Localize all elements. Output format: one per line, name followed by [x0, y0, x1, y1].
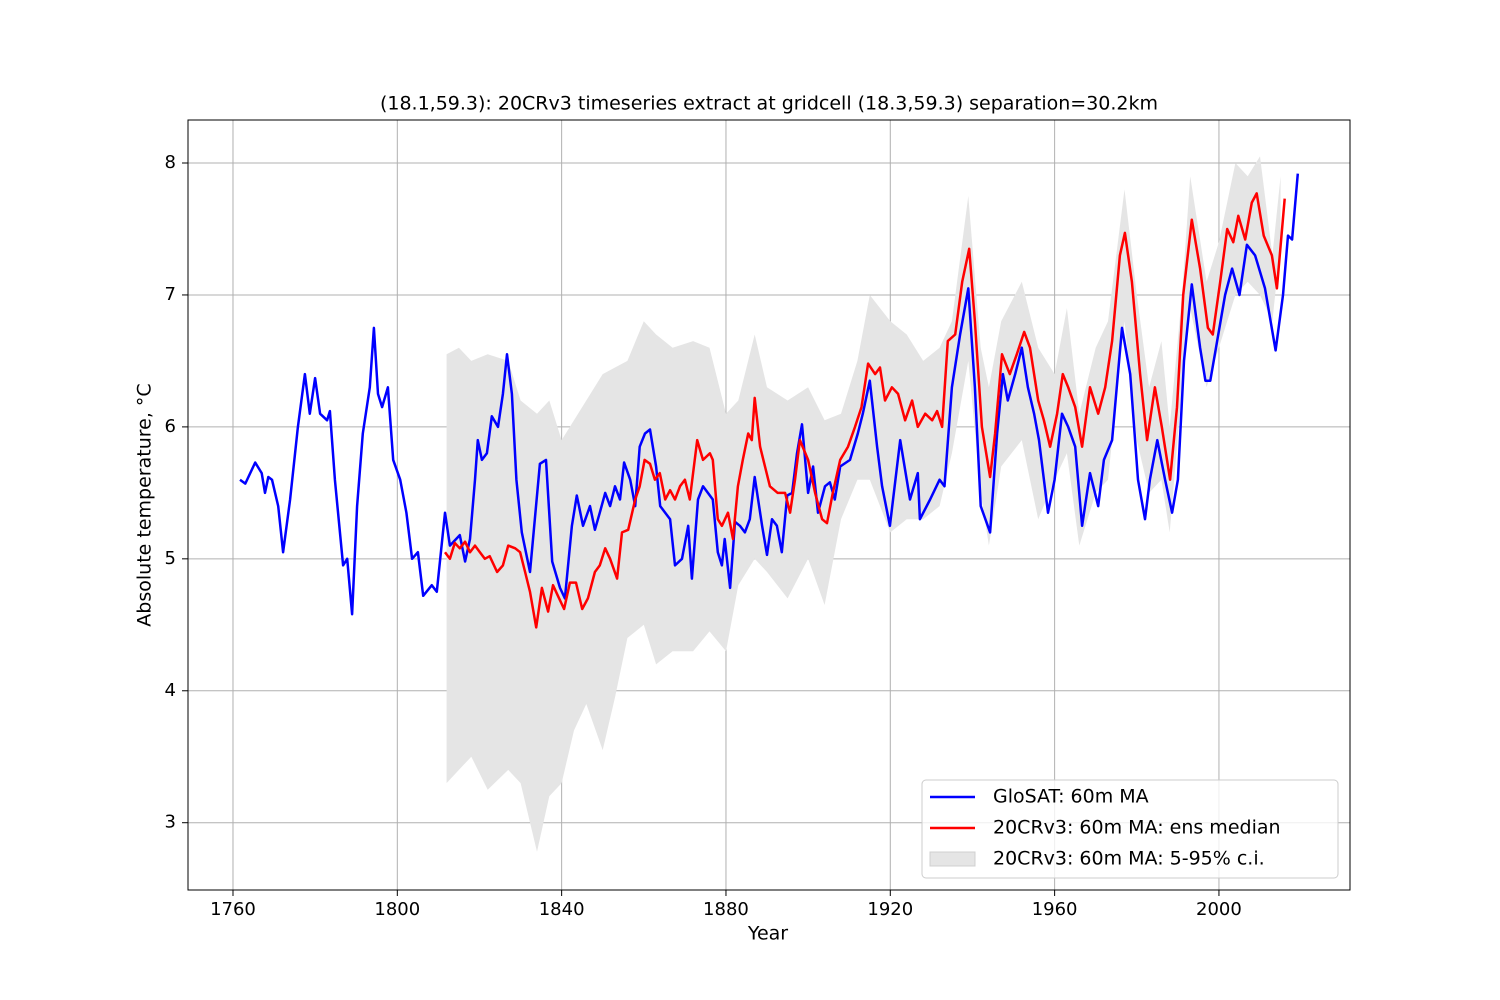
x-tick-label: 2000	[1196, 899, 1242, 920]
legend-label: 20CRv3: 60m MA: 5-95% c.i.	[993, 848, 1265, 870]
x-tick-label: 1840	[539, 899, 585, 920]
y-tick-label: 5	[165, 548, 176, 569]
x-tick-label: 1880	[703, 899, 749, 920]
legend-swatch	[929, 851, 976, 867]
y-tick-label: 6	[165, 416, 176, 437]
legend-label: GloSAT: 60m MA	[993, 786, 1149, 808]
x-tick-label: 1960	[1032, 899, 1078, 920]
y-axis-label: Absolute temperature, °C	[134, 383, 156, 626]
x-tick-label: 1800	[374, 899, 420, 920]
plot-frame	[187, 119, 1351, 891]
legend-box	[921, 779, 1339, 879]
x-tick-label: 1760	[210, 899, 256, 920]
chart-title: (18.1,59.3): 20CRv3 timeseries extract a…	[380, 93, 1158, 115]
data-line	[239, 173, 1300, 616]
y-tick-label: 8	[165, 152, 176, 173]
confidence-band	[446, 156, 1281, 852]
data-line	[443, 192, 1286, 629]
y-tick-label: 7	[165, 284, 176, 305]
y-tick-label: 3	[165, 812, 176, 833]
x-axis-label: Year	[747, 923, 788, 945]
x-tick-label: 1920	[867, 899, 913, 920]
y-tick-label: 4	[165, 680, 176, 701]
legend-label: 20CRv3: 60m MA: ens median	[993, 817, 1281, 839]
